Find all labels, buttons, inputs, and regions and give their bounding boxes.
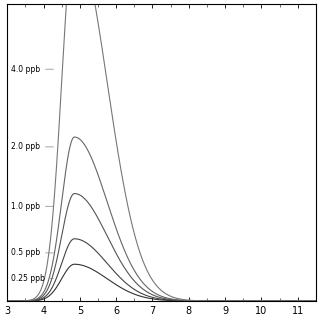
Text: 0.25 ppb: 0.25 ppb [11, 274, 53, 283]
Text: 1.0 ppb: 1.0 ppb [11, 202, 53, 211]
Text: 2.0 ppb: 2.0 ppb [11, 142, 53, 151]
Text: 0.5 ppb: 0.5 ppb [11, 248, 53, 257]
Text: 4.0 ppb: 4.0 ppb [11, 65, 53, 74]
